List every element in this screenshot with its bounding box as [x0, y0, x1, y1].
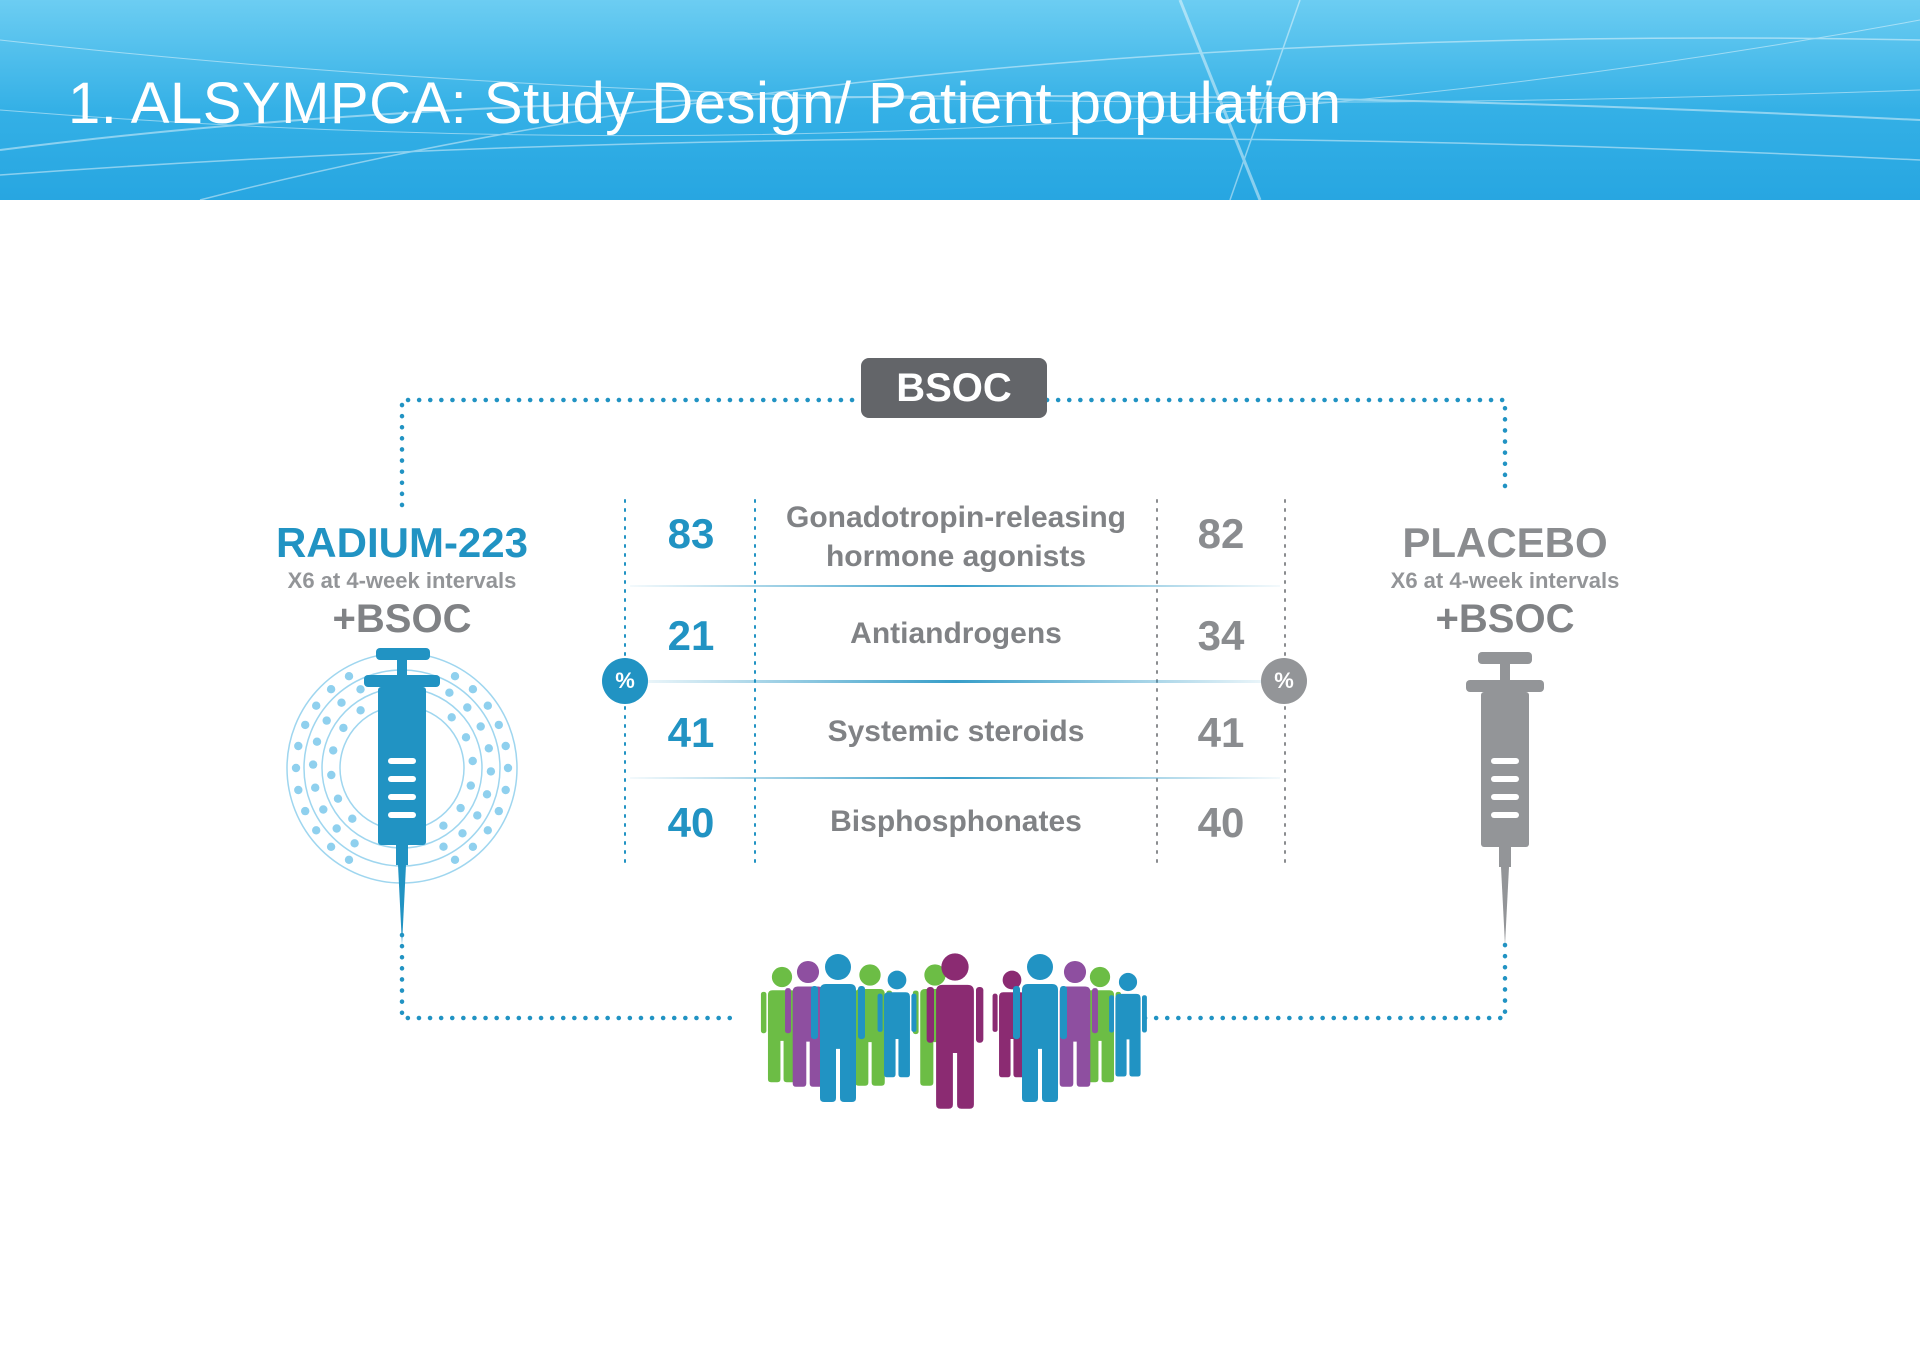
halo-dot — [356, 706, 365, 715]
halo-dot — [344, 672, 354, 681]
person-icon — [926, 953, 984, 1109]
row-label: Systemic steroids — [827, 715, 1085, 748]
halo-dot — [337, 698, 346, 707]
halo-dot — [483, 826, 492, 835]
halo-dot — [350, 839, 359, 848]
halo-dot — [447, 713, 456, 722]
halo-dot — [356, 685, 365, 694]
halo-dot — [332, 824, 341, 833]
halo-dot — [301, 720, 310, 730]
row-left-value: 21 — [667, 612, 715, 659]
halo-dot — [439, 821, 448, 830]
halo-dot — [450, 855, 460, 864]
halo-dot — [463, 703, 472, 712]
percent-badge-right: % — [1261, 658, 1307, 704]
percent-badge-left: % — [602, 658, 648, 704]
halo-dot — [473, 811, 482, 820]
row-right-value: 82 — [1197, 510, 1245, 557]
halo-dot — [319, 805, 328, 814]
people-group-icon — [760, 953, 1147, 1109]
syringe-placebo-icon — [1466, 652, 1544, 945]
halo-dot — [466, 781, 475, 790]
halo-dot — [439, 842, 448, 851]
halo-dot — [494, 720, 503, 730]
halo-dot — [503, 763, 513, 773]
halo-dot — [326, 685, 336, 694]
halo-dot — [456, 803, 465, 813]
row-right-value: 41 — [1197, 709, 1245, 756]
halo-dot — [329, 746, 338, 755]
halo-dot — [445, 688, 454, 697]
halo-dot — [501, 741, 510, 751]
halo-dot — [484, 744, 493, 753]
row-left-value: 41 — [667, 709, 715, 756]
halo-dot — [468, 842, 478, 851]
arm-right-plus: +BSOC — [1435, 597, 1575, 641]
row-left-value: 83 — [667, 510, 715, 557]
arm-left-schedule: X6 at 4-week intervals — [287, 568, 517, 593]
halo-dot — [322, 716, 331, 725]
halo-dot — [311, 783, 320, 792]
halo-dot — [333, 794, 343, 803]
halo-dot — [494, 806, 503, 816]
syringe-radium-icon — [364, 648, 440, 945]
halo-dot — [312, 826, 321, 835]
halo-dot — [468, 756, 477, 766]
halo-dot — [326, 842, 336, 851]
bsoc-badge: BSOC — [861, 358, 1047, 418]
halo-dot — [312, 737, 322, 746]
halo-dot — [294, 741, 303, 751]
person-icon — [877, 970, 917, 1078]
halo-dot — [450, 672, 460, 681]
halo-dot — [458, 829, 467, 838]
header-decoration — [0, 0, 1920, 200]
arm-right-name: PLACEBO — [1402, 519, 1608, 566]
halo-dot — [348, 814, 357, 823]
halo-dot — [483, 701, 492, 710]
row-label: Bisphosphonates — [830, 805, 1082, 838]
halo-dot — [476, 722, 485, 731]
halo-dot — [294, 785, 303, 795]
halo-dot — [482, 790, 492, 799]
halo-dot — [312, 701, 321, 710]
row-label: Gonadotropin-releasing hormone agonists — [785, 501, 1127, 573]
person-icon — [811, 954, 865, 1102]
arm-right-schedule: X6 at 4-week intervals — [1390, 568, 1620, 593]
halo-dot — [486, 767, 496, 776]
arm-left-name: RADIUM-223 — [275, 519, 529, 566]
row-right-value: 34 — [1197, 612, 1245, 659]
halo-dot — [468, 685, 478, 694]
halo-dot — [308, 760, 318, 769]
row-label: Antiandrogens — [850, 617, 1062, 650]
row-left-value: 40 — [667, 799, 715, 846]
halo-dot — [301, 806, 310, 816]
row-separators — [630, 585, 1280, 779]
header-banner: 1. ALSYMPCA: Study Design/ Patient popul… — [0, 0, 1920, 200]
halo-dot — [344, 855, 354, 864]
halo-dot — [461, 733, 471, 742]
person-icon — [1013, 954, 1067, 1102]
person-icon — [1109, 972, 1147, 1077]
halo-dot — [501, 785, 510, 795]
page-title: 1. ALSYMPCA: Study Design/ Patient popul… — [68, 71, 1342, 136]
arm-left-plus: +BSOC — [332, 597, 472, 641]
row-right-value: 40 — [1197, 799, 1245, 846]
halo-dot — [339, 723, 348, 733]
halo-dot — [291, 763, 301, 773]
halo-dot — [327, 770, 336, 780]
dotted-frame — [399, 397, 1508, 1021]
